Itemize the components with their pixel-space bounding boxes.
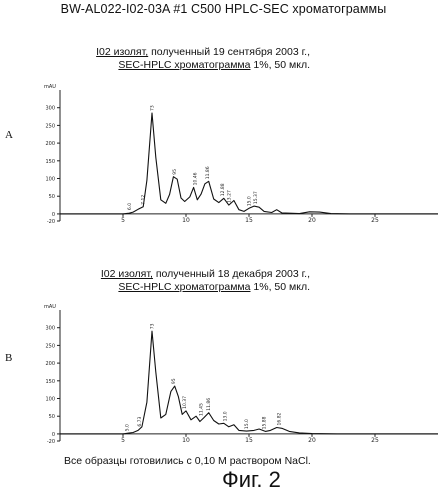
chart-a-peak-label: 73 [150,105,156,111]
chart-a-caption-line1-prefix: I02 изолят, [96,46,148,58]
chart-b-peak-label: 10.37 [182,396,188,409]
chart-b-x-tick-label: 20 [308,437,316,444]
chart-b-caption-line2-prefix: SEC-HPLC хроматограмма [118,281,250,293]
chart-b-peak-label: 15.88 [262,416,268,429]
chart-a-y-tick-label: 50 [49,194,55,200]
chart-a-peak-label: 15.37 [253,191,259,204]
chart-b-peak-label: 11.86 [206,398,212,411]
chart-b-y-tick-label: -20 [47,439,55,445]
chart-a-peak-label: 12.88 [220,183,226,196]
chart-b-peak-label: 5.0 [124,424,130,431]
chart-a-x-tick-label: 10 [182,217,190,224]
chart-a-peak-label: 6.0 [127,203,133,210]
chart-b-trace-line [60,331,438,434]
chart-b-x-tick-label: 15 [245,437,253,444]
chart-a-x-tick-label: 5 [121,217,125,224]
chart-a-caption-line1: I02 изолят, полученный 19 сентября 2003 … [80,46,310,59]
chart-b-x-tick-label: 10 [182,437,190,444]
chart-b-peak-label: 15.0 [244,419,250,429]
chart-b-y-tick-label: 300 [45,326,55,332]
chart-b-peak-label: 11.45 [199,403,205,416]
chart-a-y-tick-label: 250 [45,123,55,129]
chart-b-caption-line2: SEC-HPLC хроматограмма 1%, 50 мкл. [80,281,310,294]
chart-b-caption: I02 изолят, полученный 18 декабря 2003 г… [80,268,310,294]
chart-b-peak-label: 6.73 [137,416,143,426]
chart-b-y-tick-label: 50 [49,414,55,420]
chart-b-peak-label: 13.0 [223,411,229,421]
chart-a-x-tick-label: 20 [308,217,316,224]
chart-b-y-tick-label: 200 [45,361,55,367]
chart-a-y-tick-label: 300 [45,106,55,112]
chart-b-caption-line1-prefix: I02 изолят, [101,268,153,280]
chart-a-peak-label: 10.46 [192,172,198,185]
chart-a-y-tick-label: 0 [52,212,55,218]
figure-label: Фиг. 2 [222,467,281,493]
chart-b-x-tick-label: 25 [371,437,379,444]
chart-a-caption-line2: SEC-HPLC хроматограмма 1%, 50 мкл. [80,59,310,72]
chart-b-y-tick-label: 100 [45,397,55,403]
chart-b-x-tick-label: 5 [121,437,125,444]
chart-b-y-tick-label: 0 [52,432,55,438]
chart-b-y-tick-label: 150 [45,379,55,385]
chart-b-peak-label: 16.82 [277,412,283,425]
chart-b-caption-line1-rest: полученный 18 декабря 2003 г., [153,268,310,280]
chart-a-caption-line2-prefix: SEC-HPLC хроматограмма [118,59,250,71]
chart-b-caption-line2-rest: 1%, 50 мкл. [251,281,311,293]
chart-a-x-tick-label: 25 [371,217,379,224]
chart-b-peak-label: 95 [171,378,177,384]
chart-a-peak-label: 13.27 [226,190,232,203]
chart-a-peak-label: 7.12 [141,195,147,205]
chart-a-peak-label: 11.86 [205,166,211,179]
page-title: BW-AL022-I02-03A #1 C500 HPLC-SEC хромат… [0,2,447,16]
chart-a-y-tick-label: 100 [45,177,55,183]
chart-b-caption-line1: I02 изолят, полученный 18 декабря 2003 г… [80,268,310,281]
chart-b-y-unit-label: mAU [44,304,56,310]
chart-a-peak-label: 95 [172,169,178,175]
chart-a-y-tick-label: 200 [45,141,55,147]
chart-b: -200 50 100 150 200 250 300 mAU 5 10 15 20 25 5.0 6.73… [0,298,447,448]
chart-b-y-tick-label: 250 [45,343,55,349]
chart-a-caption-line2-rest: 1%, 50 мкл. [251,59,311,71]
chart-a-x-tick-label: 15 [245,217,253,224]
chart-a-peak-label: 15.0 [246,196,252,206]
footer-note: Все образцы готовились с 0,10 М растворо… [64,455,311,467]
chart-a-y-tick-label: -20 [47,219,55,225]
chart-a-caption-line1-rest: полученный 19 сентября 2003 г., [148,46,310,58]
chart-a-y-unit-label: mAU [44,84,56,90]
chart-a: -200 50 100 150 200 250 300 mAU 5 10 15 20 25 6.0 7.12… [0,78,447,228]
chart-b-peak-label: 73 [150,323,156,329]
chart-a-y-tick-label: 150 [45,159,55,165]
chart-a-caption: I02 изолят, полученный 19 сентября 2003 … [80,46,310,72]
